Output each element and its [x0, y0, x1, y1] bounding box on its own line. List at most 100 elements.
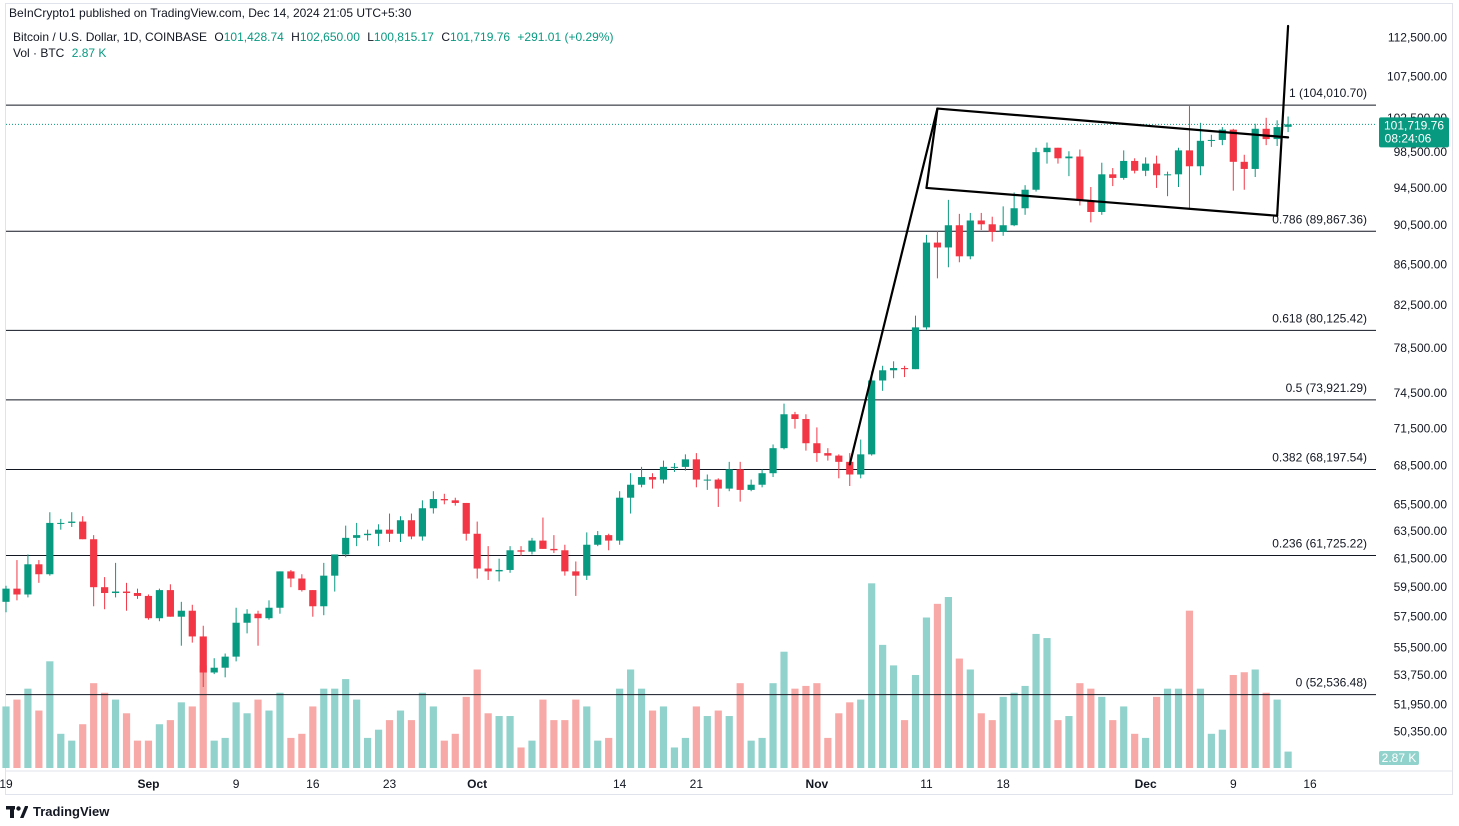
volume-label[interactable]: Vol · BTC	[13, 46, 65, 60]
candle-body	[1120, 160, 1128, 178]
candle	[999, 206, 1007, 236]
volume-value: 2.87 K	[71, 46, 107, 60]
candle	[155, 588, 164, 622]
volume-bar	[977, 713, 985, 768]
candle	[418, 500, 427, 541]
price-badge-countdown: 08:24:06	[1385, 131, 1432, 145]
candle-body	[758, 473, 766, 485]
candle	[539, 517, 547, 549]
candle-body	[813, 443, 821, 454]
candle	[637, 466, 646, 488]
candle	[79, 516, 87, 540]
candle-body	[24, 564, 32, 595]
volume-bar	[1284, 751, 1292, 768]
candle-body	[331, 554, 339, 576]
candle	[824, 448, 832, 461]
candle	[758, 469, 766, 488]
candles	[2, 106, 1292, 688]
candle-body	[648, 477, 657, 480]
candle	[166, 584, 174, 617]
candle-body	[440, 499, 448, 501]
fib-label: 0.382 (68,197.54)	[1272, 450, 1367, 464]
volume-bar	[900, 720, 909, 768]
price-tick-label: 61,500.00	[1394, 552, 1448, 566]
candle	[857, 439, 865, 479]
volume-bar	[736, 683, 744, 768]
candle	[1207, 134, 1215, 147]
candle	[1262, 117, 1270, 146]
candle	[451, 497, 459, 506]
volume-bar	[572, 699, 580, 768]
volume-bar	[988, 720, 996, 768]
low-value: 100,815.17	[373, 30, 434, 44]
volume-bar	[637, 688, 646, 768]
candle-body	[429, 499, 437, 509]
volume-bar	[1021, 685, 1029, 768]
volume-bar	[550, 720, 558, 768]
candle	[232, 607, 240, 662]
price-badge-bg	[1379, 117, 1449, 148]
volume-bar	[1196, 688, 1205, 768]
price-tick-label: 51,950.00	[1394, 697, 1448, 711]
candle	[276, 571, 284, 614]
candle-body	[407, 520, 416, 537]
candle-body	[243, 613, 251, 623]
candle	[254, 610, 262, 646]
price-tick-label: 57,500.00	[1394, 610, 1448, 624]
candle	[1098, 162, 1106, 215]
candle	[769, 444, 777, 478]
candle	[1273, 120, 1281, 147]
candle-body	[495, 569, 503, 572]
candle	[57, 518, 65, 530]
volume-bars	[2, 583, 1292, 768]
candle	[1142, 157, 1150, 177]
candle-body	[484, 568, 492, 572]
volume-bar	[353, 699, 361, 768]
candle-body	[966, 220, 974, 257]
volume-bar	[133, 740, 142, 768]
candle	[681, 454, 689, 471]
volume-bar	[1131, 733, 1139, 768]
candle	[791, 411, 799, 429]
tradingview-logo[interactable]: TradingView	[6, 804, 109, 819]
volume-bar	[68, 740, 76, 768]
candle-body	[791, 414, 799, 420]
candle-body	[583, 544, 591, 576]
candle-body	[90, 539, 98, 588]
volume-bar	[221, 737, 229, 768]
candle-body	[342, 537, 350, 555]
volume-bar	[999, 696, 1007, 768]
volume-bar	[605, 737, 613, 768]
candle	[331, 554, 339, 592]
volume-bar	[659, 706, 668, 768]
volume-bar	[1152, 696, 1161, 768]
volume-bar	[1262, 692, 1270, 768]
publisher-line: BeInCrypto1 published on TradingView.com…	[9, 6, 412, 20]
candle	[1240, 154, 1248, 190]
volume-bar	[166, 720, 174, 768]
volume-bar	[517, 747, 525, 768]
candle-body	[396, 520, 405, 534]
volume-bar	[1043, 638, 1051, 768]
candle-body	[1163, 174, 1172, 176]
volume-bar	[396, 710, 405, 768]
volume-bar	[1087, 688, 1095, 768]
candle	[572, 561, 580, 596]
time-tick-label: 9	[1230, 777, 1237, 791]
symbol-name[interactable]: Bitcoin / U.S. Dollar, 1D, COINBASE	[13, 30, 208, 44]
volume-bar	[1240, 672, 1248, 768]
candle	[68, 512, 76, 527]
volume-bar	[407, 720, 416, 768]
candle-body	[1032, 152, 1040, 190]
volume-bar	[254, 699, 262, 768]
candle-body	[1065, 156, 1073, 159]
candle	[1054, 147, 1062, 164]
candle-body	[385, 529, 394, 534]
volume-bar	[802, 685, 810, 768]
volume-bar	[1109, 720, 1117, 768]
volume-bar	[331, 688, 339, 768]
candle	[659, 460, 668, 484]
candle-body	[101, 587, 109, 594]
candle	[46, 512, 54, 576]
